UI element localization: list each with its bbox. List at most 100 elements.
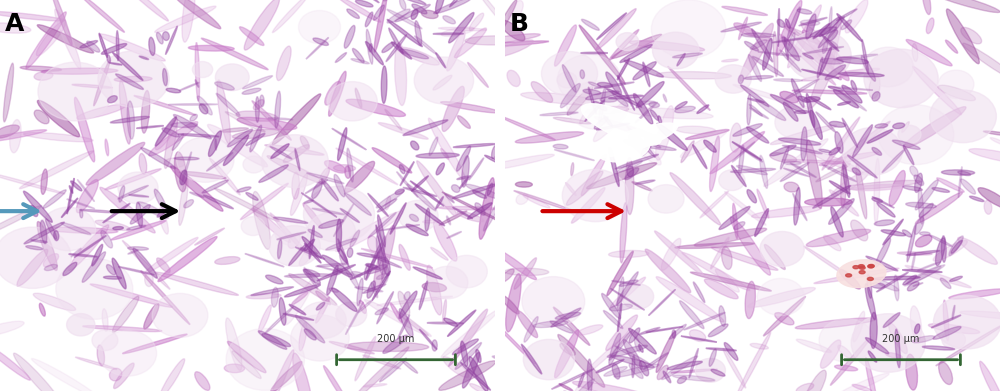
Ellipse shape xyxy=(588,82,601,87)
Ellipse shape xyxy=(365,264,377,267)
Ellipse shape xyxy=(68,225,109,271)
Ellipse shape xyxy=(913,66,961,115)
Ellipse shape xyxy=(466,184,503,199)
Ellipse shape xyxy=(770,95,806,113)
Ellipse shape xyxy=(804,246,858,282)
Ellipse shape xyxy=(848,155,877,178)
Ellipse shape xyxy=(780,50,801,72)
Ellipse shape xyxy=(834,54,878,60)
Ellipse shape xyxy=(236,111,278,121)
Ellipse shape xyxy=(770,125,837,145)
Ellipse shape xyxy=(74,97,95,162)
Ellipse shape xyxy=(604,116,613,127)
Ellipse shape xyxy=(397,311,428,335)
Ellipse shape xyxy=(719,206,750,230)
Ellipse shape xyxy=(338,248,347,263)
Ellipse shape xyxy=(447,216,451,225)
Ellipse shape xyxy=(3,63,14,122)
Ellipse shape xyxy=(578,373,584,387)
Ellipse shape xyxy=(366,264,380,269)
Ellipse shape xyxy=(731,169,776,172)
Ellipse shape xyxy=(588,87,596,113)
Circle shape xyxy=(942,330,966,349)
Ellipse shape xyxy=(828,30,838,41)
Ellipse shape xyxy=(69,254,97,257)
Ellipse shape xyxy=(731,165,746,187)
Ellipse shape xyxy=(689,348,698,378)
Ellipse shape xyxy=(906,250,940,256)
Ellipse shape xyxy=(722,246,732,269)
Ellipse shape xyxy=(750,108,768,118)
Ellipse shape xyxy=(19,151,94,189)
Ellipse shape xyxy=(624,60,663,77)
Ellipse shape xyxy=(441,149,449,159)
Ellipse shape xyxy=(912,43,918,61)
Ellipse shape xyxy=(43,190,66,208)
Ellipse shape xyxy=(755,209,769,237)
Ellipse shape xyxy=(915,192,963,224)
Ellipse shape xyxy=(617,59,629,80)
Ellipse shape xyxy=(822,117,860,170)
Ellipse shape xyxy=(842,85,862,103)
Ellipse shape xyxy=(883,313,900,327)
Ellipse shape xyxy=(450,0,468,7)
Ellipse shape xyxy=(30,205,38,217)
Ellipse shape xyxy=(552,369,594,389)
Ellipse shape xyxy=(941,170,975,175)
Ellipse shape xyxy=(617,303,622,332)
Ellipse shape xyxy=(80,41,98,48)
Ellipse shape xyxy=(441,309,499,357)
Circle shape xyxy=(653,32,699,69)
Ellipse shape xyxy=(448,310,476,336)
Ellipse shape xyxy=(517,311,538,337)
Ellipse shape xyxy=(809,150,863,174)
Ellipse shape xyxy=(798,96,810,102)
Ellipse shape xyxy=(499,212,511,217)
Ellipse shape xyxy=(171,166,223,211)
Ellipse shape xyxy=(162,128,179,137)
Ellipse shape xyxy=(421,10,438,18)
Ellipse shape xyxy=(902,269,942,273)
Ellipse shape xyxy=(876,272,908,292)
Ellipse shape xyxy=(377,292,393,324)
Ellipse shape xyxy=(111,221,166,240)
Ellipse shape xyxy=(745,41,759,51)
Ellipse shape xyxy=(272,0,308,32)
Ellipse shape xyxy=(203,195,233,209)
Ellipse shape xyxy=(431,248,448,260)
Ellipse shape xyxy=(580,70,585,79)
Ellipse shape xyxy=(413,267,442,279)
Ellipse shape xyxy=(214,188,279,221)
Ellipse shape xyxy=(915,235,932,247)
Ellipse shape xyxy=(364,300,431,336)
Ellipse shape xyxy=(893,123,905,129)
Ellipse shape xyxy=(752,56,784,76)
Ellipse shape xyxy=(139,153,147,174)
Ellipse shape xyxy=(412,4,427,14)
Ellipse shape xyxy=(82,252,106,282)
Ellipse shape xyxy=(533,321,568,328)
Ellipse shape xyxy=(340,208,359,222)
Ellipse shape xyxy=(627,126,655,157)
Ellipse shape xyxy=(872,198,883,202)
Ellipse shape xyxy=(865,284,876,320)
Ellipse shape xyxy=(540,112,578,116)
Ellipse shape xyxy=(462,156,469,187)
Ellipse shape xyxy=(872,197,894,208)
Ellipse shape xyxy=(918,262,941,271)
Ellipse shape xyxy=(745,151,763,162)
Ellipse shape xyxy=(770,153,797,163)
Ellipse shape xyxy=(776,0,802,56)
Ellipse shape xyxy=(806,229,871,247)
Ellipse shape xyxy=(133,248,157,278)
Ellipse shape xyxy=(77,179,94,201)
Ellipse shape xyxy=(307,173,344,184)
Ellipse shape xyxy=(874,220,894,226)
Ellipse shape xyxy=(889,323,907,353)
Ellipse shape xyxy=(268,350,294,391)
Ellipse shape xyxy=(770,145,796,156)
Ellipse shape xyxy=(476,154,554,172)
Ellipse shape xyxy=(221,128,248,132)
Ellipse shape xyxy=(155,6,216,32)
Ellipse shape xyxy=(819,152,879,166)
